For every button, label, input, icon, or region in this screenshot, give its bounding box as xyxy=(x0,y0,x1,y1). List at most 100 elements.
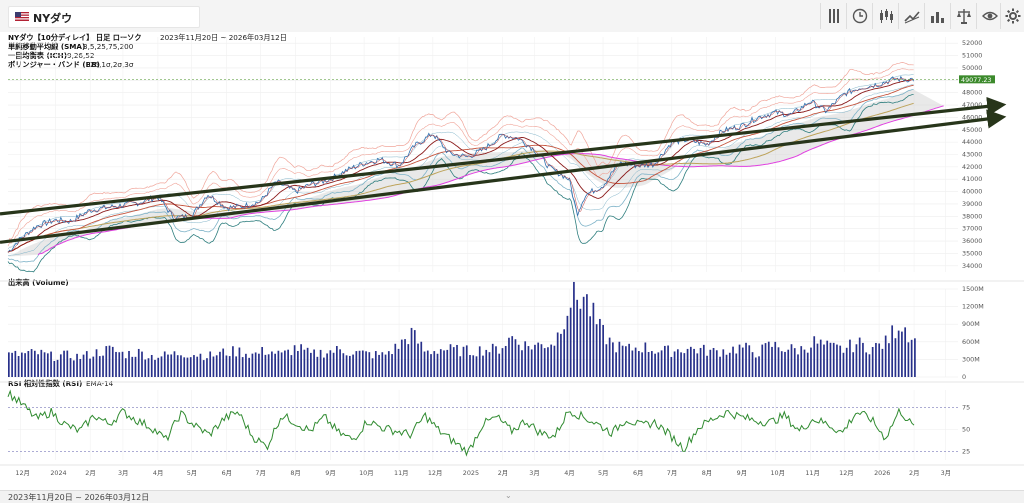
price-gridlines xyxy=(0,37,1024,466)
volume-bar xyxy=(186,357,189,377)
volume-bar xyxy=(183,357,186,377)
volume-bar xyxy=(124,358,127,377)
settings-button[interactable] xyxy=(1000,3,1024,29)
analysis-button[interactable] xyxy=(924,3,951,29)
volume-bar xyxy=(358,350,361,377)
volume-tick-label: 1200M xyxy=(962,303,984,311)
volume-bar xyxy=(150,354,153,377)
volume-bar xyxy=(430,354,432,377)
volume-bar xyxy=(128,350,130,377)
volume-bar xyxy=(462,346,465,377)
time-tick-label: 4月 xyxy=(564,469,574,477)
volume-bar xyxy=(491,343,494,377)
chart-area[interactable]: NYダウ【10分ディレイ】 日足 ローソク 2023年11月20日 ~ 2026… xyxy=(0,32,1024,492)
volume-bar xyxy=(524,341,527,377)
eye-button[interactable] xyxy=(976,3,1003,29)
volume-bar xyxy=(576,299,579,377)
volume-tick-label: 0 xyxy=(962,373,966,381)
volume-bar xyxy=(446,349,449,377)
volume-bar xyxy=(258,353,260,377)
time-tick-label: 3月 xyxy=(529,469,539,477)
volume-bar xyxy=(832,342,835,377)
time-tick-label: 11月 xyxy=(394,469,409,477)
volume-bar xyxy=(313,349,315,377)
volume-bar xyxy=(27,351,30,377)
volume-bar xyxy=(810,347,812,377)
volume-bar xyxy=(914,338,916,377)
volume-bar xyxy=(667,345,669,377)
volume-bar xyxy=(105,346,108,377)
volume-bar xyxy=(881,348,884,377)
volume-bar xyxy=(602,324,604,377)
price-tick-label: 41000 xyxy=(962,175,982,183)
volume-bar xyxy=(875,342,877,377)
chart-canvas[interactable]: NYダウ【10分ディレイ】 日足 ローソク 2023年11月20日 ~ 2026… xyxy=(0,32,1024,492)
volume-bar xyxy=(741,347,744,377)
rsi-title: RSI 相対性指数 (RSI) xyxy=(8,379,82,388)
sma-200-line xyxy=(7,102,914,253)
volume-bar xyxy=(371,358,374,377)
volume-bar xyxy=(413,330,416,377)
volume-bar xyxy=(436,353,439,377)
current-price-value: 49077.23 xyxy=(961,76,992,84)
volume-bar xyxy=(277,350,280,377)
price-tick-label: 51000 xyxy=(962,52,982,60)
price-tick-label: 44000 xyxy=(962,138,982,146)
volume-bar xyxy=(228,356,231,377)
volume-bar xyxy=(63,350,65,377)
volume-bar xyxy=(342,353,345,377)
volume-bar xyxy=(11,352,13,377)
volume-bar xyxy=(423,351,426,377)
volume-bar xyxy=(719,356,721,377)
volume-bar xyxy=(310,352,312,377)
volume-bar xyxy=(173,351,176,377)
volume-bar xyxy=(212,356,215,377)
clock-button[interactable] xyxy=(846,3,873,29)
volume-bar xyxy=(845,347,848,377)
volume-bar xyxy=(274,353,276,377)
volume-bar xyxy=(43,352,46,377)
volume-bar xyxy=(504,345,507,377)
volume-bar xyxy=(693,348,695,377)
volume-bar xyxy=(566,315,569,377)
symbol-selector[interactable]: NYダウ xyxy=(8,6,200,28)
volume-bar xyxy=(534,344,536,377)
volume-bar xyxy=(219,351,221,377)
volume-bar xyxy=(323,357,325,377)
price-tick-label: 46000 xyxy=(962,113,982,121)
price-tick-label: 34000 xyxy=(962,262,982,270)
chevron-down-icon[interactable]: ⌄ xyxy=(505,491,512,500)
volume-bar xyxy=(582,296,585,377)
volume-bar xyxy=(222,348,225,377)
bb-3sigma-upper xyxy=(7,62,914,244)
lower-trend-arrow xyxy=(0,109,1007,244)
volume-bar xyxy=(553,345,556,377)
volume-bar xyxy=(560,333,562,377)
volume-bar xyxy=(56,359,59,377)
volume-bar xyxy=(251,353,254,377)
price-tick-label: 40000 xyxy=(962,188,982,196)
volume-bar xyxy=(816,343,819,377)
volume-bar xyxy=(797,354,799,377)
candlestick-button[interactable] xyxy=(872,3,899,29)
draw-trend-button[interactable] xyxy=(898,3,925,29)
volume-bar xyxy=(709,349,712,377)
volume-bar xyxy=(290,355,293,377)
volume-bar xyxy=(160,356,163,377)
balance-button[interactable] xyxy=(950,3,977,29)
volume-bar xyxy=(30,349,33,377)
time-tick-label: 2026 xyxy=(874,469,890,477)
volume-y-axis: 1500M 1200M 900M 600M 300M 0 xyxy=(962,285,984,381)
volume-bar xyxy=(199,353,202,377)
rsi-series-line xyxy=(7,389,915,457)
volume-bar xyxy=(699,347,702,377)
time-tick-label: 12月 xyxy=(15,469,30,477)
volume-bar xyxy=(297,350,299,377)
volume-bar xyxy=(352,354,354,377)
volume-bar xyxy=(751,352,754,377)
volume-bar xyxy=(384,354,387,377)
volume-bar xyxy=(498,353,501,377)
volume-bar xyxy=(745,342,747,377)
bars-button[interactable] xyxy=(820,3,847,29)
volume-bar xyxy=(793,348,796,377)
